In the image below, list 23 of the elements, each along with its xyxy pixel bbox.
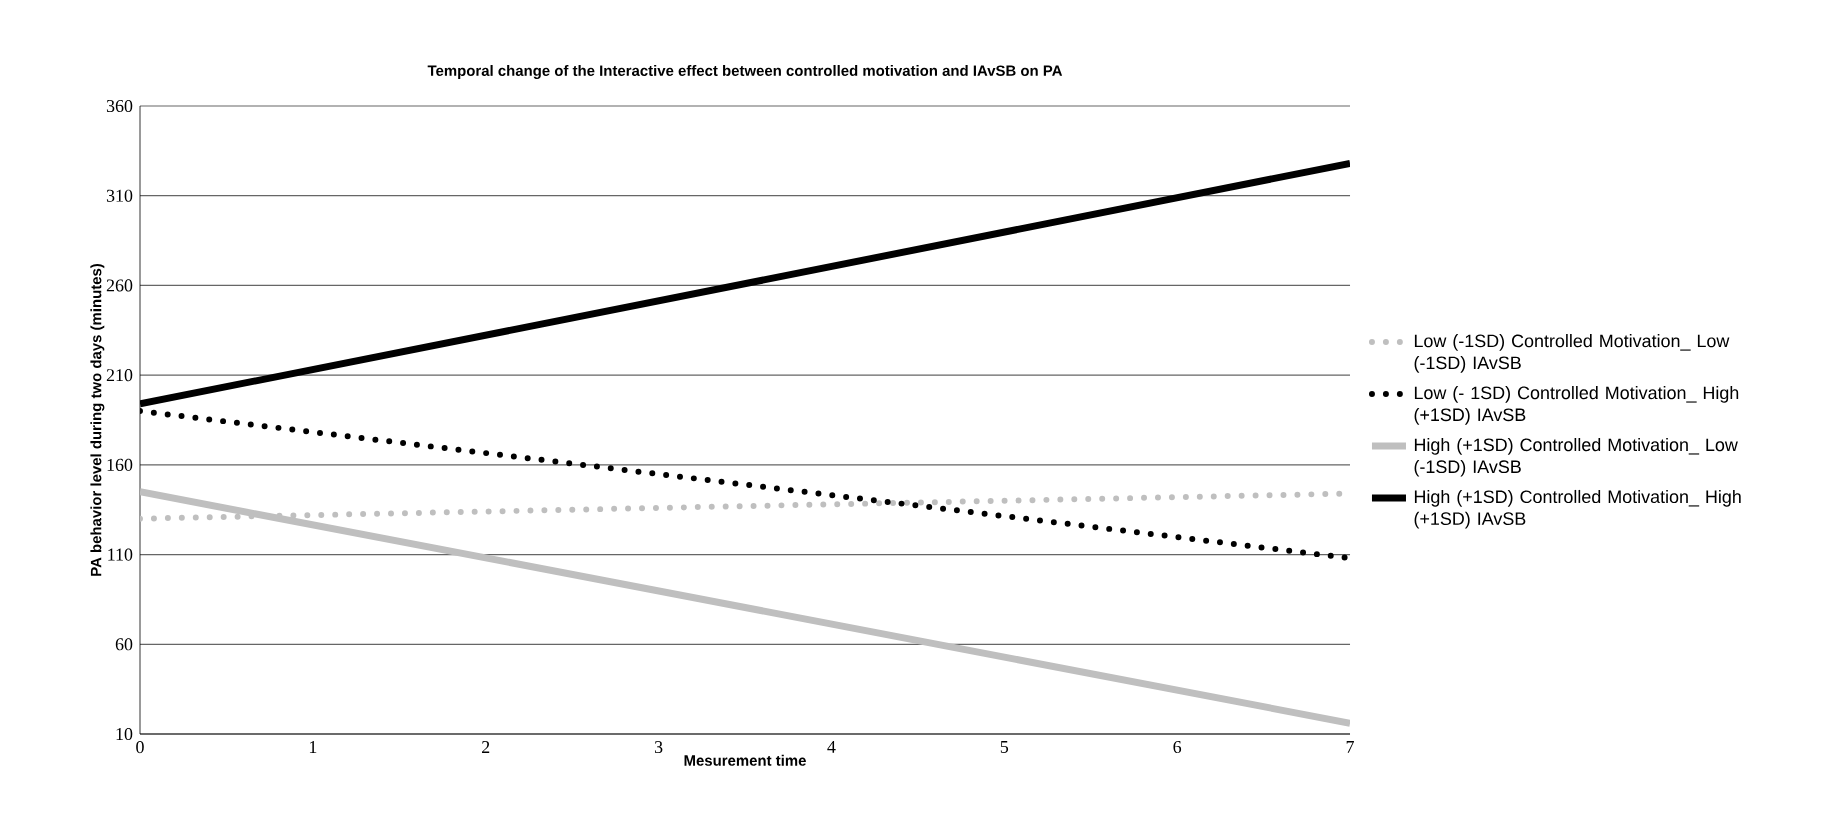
- y-tick-label: 10: [116, 727, 133, 741]
- y-tick-label: 260: [106, 279, 133, 292]
- x-tick-label: 6: [1173, 741, 1182, 754]
- legend-label: High (+1SD) Controlled Motivation_ Low (-1SD) IAvSB: [1414, 437, 1738, 477]
- y-tick-label: 110: [108, 548, 133, 561]
- legend-label: Low (-1SD) Controlled Motivation_ Low (-1SD) IAvSB: [1414, 334, 1730, 373]
- x-tick-label: 4: [827, 741, 836, 753]
- x-tick-label: 1: [309, 741, 317, 753]
- x-tick-label: 7: [1346, 741, 1354, 753]
- y-tick-label: 210: [106, 369, 133, 382]
- x-tick-label: 3: [654, 741, 663, 754]
- y-tick-label: 310: [106, 189, 133, 202]
- legend-label: Low (- 1SD) Controlled Motivation_ High (+1SD) IAvSB: [1414, 386, 1739, 425]
- x-axis-title: Mesurement time: [684, 754, 806, 766]
- y-tick-label: 360: [106, 99, 133, 113]
- y-tick-label: 60: [115, 638, 133, 651]
- chart-title: Temporal change of the Interactive effect between controlled motivation and IAvSB on PA: [427, 65, 1063, 79]
- y-axis-title: PA behavior level during two days (minutes): [90, 263, 105, 576]
- x-tick-label: 2: [482, 741, 490, 753]
- x-tick-label: 5: [1000, 741, 1009, 753]
- legend-label: High (+1SD) Controlled Motivation_ High (+1SD) IAvSB: [1414, 489, 1741, 529]
- y-tick-label: 160: [107, 458, 133, 471]
- x-tick-label: 0: [136, 741, 144, 754]
